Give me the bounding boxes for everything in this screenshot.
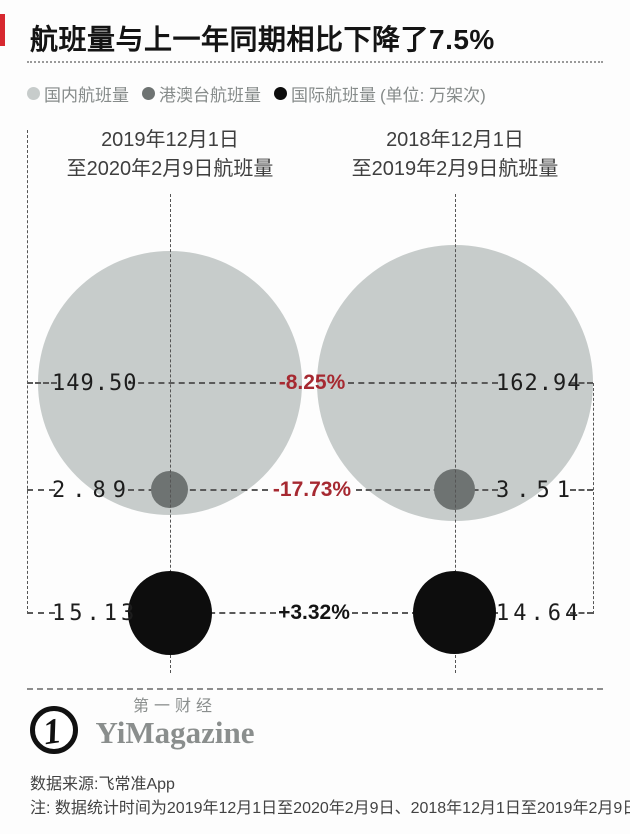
- guide-line-right-column: [455, 194, 456, 673]
- logo-english-name: YiMagazine: [95, 715, 255, 750]
- row3-dash-stub-right: [570, 612, 593, 614]
- row1-dash-a: [128, 382, 276, 384]
- row3-dash-stub-left: [27, 612, 55, 614]
- legend-item-hmt: 港澳台航班量: [142, 81, 261, 106]
- change-hmt: -17.73%: [272, 478, 352, 501]
- guide-line-left-column: [170, 194, 171, 673]
- value-hmt-right: 3.51: [496, 478, 577, 503]
- column-header-left-line2: 至2020年2月9日航班量: [66, 158, 274, 180]
- domestic-dot-icon: [27, 87, 40, 100]
- hmt-dot-icon: [142, 87, 155, 100]
- footer-separator: [27, 688, 603, 690]
- legend-unit: (单位: 万架次): [380, 86, 486, 105]
- legend-item-intl: 国际航班量 (单位: 万架次): [274, 81, 486, 106]
- row2-dash-stub-right: [570, 489, 593, 491]
- guide-line-right-edge: [593, 383, 594, 614]
- change-domestic: -8.25%: [278, 371, 346, 394]
- legend-label-intl: 国际航班量: [291, 86, 376, 105]
- title-separator: [27, 61, 603, 63]
- column-header-left: 2019年12月1日 至2020年2月9日航班量: [60, 126, 280, 184]
- logo-wordmark: 第一财经 YiMagazine: [80, 698, 270, 750]
- row1-dash-b: [348, 382, 498, 384]
- value-intl-right: 14.64: [496, 601, 583, 626]
- statistics-period-note: 注: 数据统计时间为2019年12月1日至2020年2月9日、2018年12月1…: [30, 800, 630, 817]
- legend: 国内航班量 港澳台航班量 国际航班量 (单位: 万架次): [27, 81, 486, 106]
- value-intl-left: 15.13: [52, 601, 139, 626]
- logo-chinese-name: 第一财经: [132, 698, 217, 715]
- column-header-right-line1: 2018年12月1日: [386, 129, 524, 151]
- intl-dot-icon: [274, 87, 287, 100]
- column-header-right-line2: 至2019年2月9日航班量: [351, 158, 559, 180]
- value-domestic-left: 149.50: [52, 371, 138, 396]
- yimagazine-logo-icon: 1: [30, 706, 78, 754]
- row1-dash-stub-right: [570, 382, 593, 384]
- row2-dash-a: [128, 489, 268, 491]
- change-intl: +3.32%: [278, 601, 350, 624]
- page-title: 航班量与上一年同期相比下降了7.5%: [30, 24, 495, 55]
- value-domestic-right: 162.94: [496, 371, 582, 396]
- guide-line-left-edge: [27, 130, 28, 614]
- legend-label-domestic: 国内航班量: [44, 86, 129, 105]
- column-header-right: 2018年12月1日 至2019年2月9日航班量: [345, 126, 565, 184]
- bubble-hmt-right: [434, 469, 475, 510]
- row2-dash-b: [356, 489, 498, 491]
- bubble-intl-right: [413, 571, 496, 654]
- red-accent-bar: [0, 14, 5, 46]
- row1-dash-stub-left: [27, 382, 57, 384]
- legend-item-domestic: 国内航班量: [27, 81, 129, 106]
- column-header-left-line1: 2019年12月1日: [101, 129, 239, 151]
- data-source-note: 数据来源:飞常准App: [30, 776, 175, 793]
- bubble-intl-left: [128, 571, 212, 655]
- bubble-hmt-left: [151, 471, 188, 508]
- logo-numeral: 1: [40, 710, 64, 753]
- value-hmt-left: 2.89: [52, 478, 133, 503]
- row2-dash-stub-left: [27, 489, 55, 491]
- legend-label-hmt: 港澳台航班量: [159, 86, 261, 105]
